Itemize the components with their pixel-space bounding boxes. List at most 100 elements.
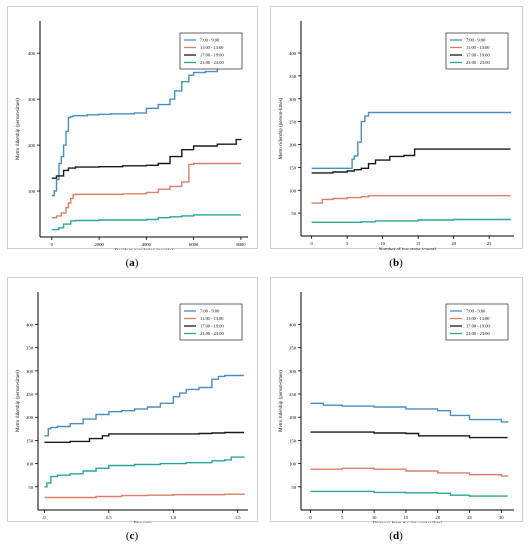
chart-a-y-tick-label: 100 <box>28 189 36 194</box>
chart-d-series-line-4 <box>310 490 508 497</box>
chart-c-x-tick-label: 1.0 <box>170 515 176 520</box>
chart-c-y-tick-label: 300 <box>26 369 34 374</box>
chart-b-y-axis-label: Metro ridership (person-times) <box>279 97 284 159</box>
chart-b-y-tick-label: 350 <box>289 74 297 79</box>
chart-d-x-tick-label: 5 <box>341 515 344 520</box>
chart-d-y-tick-label: 50 <box>291 485 296 490</box>
chart-d-y-tick-label: 300 <box>289 369 297 374</box>
chart-c-y-tick-label: 200 <box>26 415 34 420</box>
chart-c-legend-label-3: 17:00 - 19:00 <box>200 324 224 329</box>
chart-c-legend-label-4: 21:00 - 23:00 <box>200 331 224 336</box>
chart-b-y-tick-label: 200 <box>289 143 297 148</box>
chart-b-y-tick-label: 100 <box>289 188 297 193</box>
chart-a-y-tick-label: 300 <box>28 97 36 102</box>
chart-c-series-line-1 <box>44 374 245 437</box>
chart-b-legend-label-4: 21:00 - 23:00 <box>466 60 490 65</box>
chart-d-x-tick-label: 20 <box>435 515 440 520</box>
chart-b-y-tick-label: 150 <box>289 165 297 170</box>
chart-c-y-tick-label: 150 <box>26 438 34 443</box>
chart-d-y-tick-label: 200 <box>289 415 297 420</box>
chart-c-x-axis-label: Plot ratio <box>134 522 153 523</box>
chart-a-series-line-2 <box>51 162 241 219</box>
chart-a-x-tick-label: 6000 <box>189 242 199 247</box>
chart-d-x-tick-label: 0 <box>309 515 312 520</box>
chart-b-x-tick-label: 25 <box>487 241 492 246</box>
chart-b-y-tick-label: 300 <box>289 97 297 102</box>
caption-d: (d) <box>389 530 403 542</box>
chart-a-y-tick-label: 400 <box>28 51 36 56</box>
chart-a-series-line-4 <box>51 214 241 231</box>
chart-b-x-tick-label: 15 <box>416 241 421 246</box>
chart-b-x-tick-label: 20 <box>451 241 456 246</box>
chart-d-series-line-2 <box>310 467 509 477</box>
chart-b-x-tick-label: 0 <box>311 241 314 246</box>
chart-d-x-tick-label: 15 <box>404 515 409 520</box>
chart-b-series-line-1 <box>311 111 512 169</box>
chart-b-series-line-3 <box>311 148 511 174</box>
caption-b: (b) <box>389 257 403 269</box>
chart-d-legend-label-1: 7:00 - 9:00 <box>466 309 486 314</box>
chart-c-y-tick-label: 400 <box>26 322 34 327</box>
chart-panel-c: 50 100 150 200 250 300 350 400 0 0.5 1.0 1.5 Plot ra… <box>7 277 258 523</box>
chart-d-y-tick-label: 250 <box>289 392 297 397</box>
chart-b-legend-label-1: 7:00 - 9:00 <box>466 38 486 43</box>
chart-c-legend-label-1: 7:00 - 9:00 <box>200 309 220 314</box>
chart-a-series-line-3 <box>51 138 242 179</box>
chart-a-series-line-1 <box>51 66 242 197</box>
chart-c-y-tick-label: 350 <box>26 346 34 351</box>
chart-d-x-tick-label: 25 <box>467 515 472 520</box>
chart-a-legend-label-4: 21:00 - 23:00 <box>200 60 224 65</box>
chart-svg-d: 50 100 150 200 250 300 350 400 0 5 10 15 20 25 30 Dista… <box>279 292 514 523</box>
chart-c-series-line-3 <box>44 431 245 443</box>
chart-c-series-line-4 <box>44 456 245 488</box>
chart-c-series-line-2 <box>44 493 245 499</box>
chart-c-x-tick-label: 0.5 <box>106 515 112 520</box>
chart-a-x-tick-label: 8000 <box>236 242 246 247</box>
chart-svg-a: 10020030040002000400060008000Resident po… <box>16 21 248 250</box>
chart-b-y-tick-label: 400 <box>289 51 297 56</box>
chart-b-x-axis-label: Number of bus stops (count) <box>379 248 437 250</box>
chart-b-x-tick-label: 10 <box>380 241 385 246</box>
chart-a-x-tick-label: 4000 <box>142 242 152 247</box>
chart-a-y-tick-label: 200 <box>28 143 36 148</box>
chart-b-series-line-2 <box>311 195 511 204</box>
chart-d-legend-label-2: 11:00 - 13:00 <box>466 316 490 321</box>
chart-svg-b: 50 100 150 200 250 300 350 400 0 5 10 15 20 25 Number … <box>279 21 514 250</box>
chart-d-y-tick-label: 400 <box>289 322 297 327</box>
caption-c: (c) <box>125 530 139 542</box>
chart-d-x-axis-label: Distance from the city center (km) <box>373 522 442 523</box>
chart-c-x-tick-label: 1.5 <box>235 515 241 520</box>
chart-d-y-tick-label: 350 <box>289 346 297 351</box>
chart-b-y-tick-label: 50 <box>291 211 296 216</box>
chart-a-x-tick-label: 2000 <box>94 242 104 247</box>
chart-c-y-tick-label: 250 <box>26 392 34 397</box>
chart-a-legend-label-2: 11:00 - 13:00 <box>200 45 224 50</box>
chart-d-y-tick-label: 150 <box>289 438 297 443</box>
chart-a-x-axis-label: Resident population (people) <box>115 249 173 250</box>
chart-d-series-line-3 <box>310 431 508 439</box>
chart-c-legend-label-2: 11:00 - 13:00 <box>200 316 224 321</box>
chart-d-y-tick-label: 100 <box>289 462 297 467</box>
chart-a-legend-label-1: 7:00 - 9:00 <box>200 38 220 43</box>
chart-c-y-tick-label: 50 <box>28 485 33 490</box>
chart-d-x-tick-label: 10 <box>372 515 377 520</box>
chart-b-series-line-4 <box>311 218 512 223</box>
chart-a-y-axis-label: Metro ridership (person-times) <box>16 98 21 160</box>
chart-panel-b: 50 100 150 200 250 300 350 400 0 5 10 15 20 25 Number … <box>270 6 523 250</box>
chart-d-y-axis-label: Metro ridership (person-times) <box>279 370 284 432</box>
chart-panel-a: 10020030040002000400060008000Resident po… <box>7 6 258 250</box>
chart-b-legend-label-3: 17:00 - 19:00 <box>466 53 490 58</box>
chart-a-x-tick-label: 0 <box>51 242 54 247</box>
chart-d-legend-label-3: 17:00 - 19:00 <box>466 324 490 329</box>
chart-d-x-tick-label: 30 <box>499 515 504 520</box>
chart-panel-d: 50 100 150 200 250 300 350 400 0 5 10 15 20 25 30 Dista… <box>270 277 523 523</box>
chart-c-x-tick-label: 0 <box>43 515 46 520</box>
chart-svg-c: 50 100 150 200 250 300 350 400 0 0.5 1.0 1.5 Plot ra… <box>16 292 248 523</box>
chart-b-y-tick-label: 250 <box>289 120 297 125</box>
chart-b-legend-label-2: 11:00 - 13:00 <box>466 45 490 50</box>
chart-d-legend-label-4: 21:00 - 23:00 <box>466 331 490 336</box>
chart-c-y-tick-label: 100 <box>26 462 34 467</box>
chart-b-x-tick-label: 5 <box>346 241 349 246</box>
chart-a-legend-label-3: 17:00 - 19:00 <box>200 53 224 58</box>
chart-c-y-axis-label: Metro ridership (person-times) <box>16 370 21 432</box>
